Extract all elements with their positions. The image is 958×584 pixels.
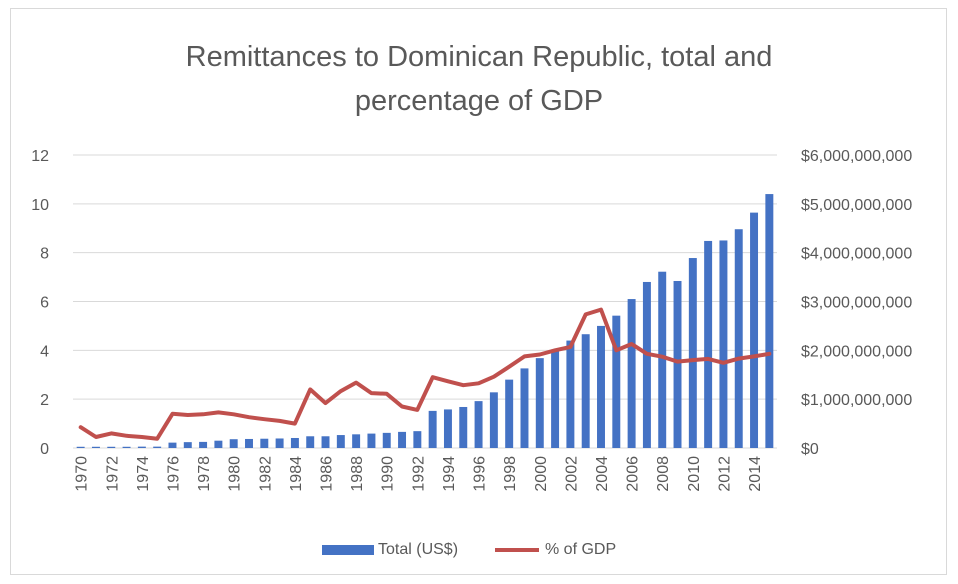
legend-item-gdp: % of GDP <box>495 538 616 562</box>
bar <box>229 439 238 448</box>
x-tick-label: 2010 <box>686 456 703 492</box>
bar <box>428 410 437 448</box>
bar <box>551 351 560 448</box>
y-right-tick-label: $3,000,000,000 <box>801 295 912 312</box>
legend-swatch-gdp <box>495 548 539 552</box>
bar <box>581 334 590 448</box>
x-tick-label: 1998 <box>502 456 519 492</box>
chart-title-line-1: Remittances to Dominican Republic, total… <box>185 41 773 73</box>
bar <box>183 442 192 448</box>
bar <box>704 240 713 448</box>
chart-legend: Total (US$) % of GDP <box>0 538 958 562</box>
bar <box>367 433 376 448</box>
bar <box>474 401 483 448</box>
x-tick-label: 2008 <box>655 456 672 492</box>
bar <box>765 194 774 448</box>
bar <box>137 446 146 448</box>
y-right-tick-label: $0 <box>801 441 819 458</box>
legend-item-total: Total (US$) <box>322 538 458 562</box>
bar <box>321 436 330 448</box>
series-line-gdp <box>78 307 772 441</box>
x-tick-label: 1986 <box>319 456 336 492</box>
bar <box>459 406 468 448</box>
x-tick-label: 2004 <box>594 456 611 492</box>
bar <box>734 229 743 448</box>
x-tick-label: 2000 <box>533 456 550 492</box>
y-left-tick-label: 12 <box>31 148 49 165</box>
bar <box>535 358 544 448</box>
bar <box>520 368 529 448</box>
chart-frame <box>10 8 947 575</box>
y-left-tick-label: 6 <box>40 295 49 312</box>
bar <box>76 446 85 448</box>
x-tick-label: 2012 <box>716 456 733 492</box>
x-tick-label: 1976 <box>165 456 182 492</box>
y-left-tick-label: 8 <box>40 246 49 263</box>
bar <box>107 446 116 448</box>
legend-label-total: Total (US$) <box>378 541 459 558</box>
x-tick-label: 1988 <box>349 456 366 492</box>
bar <box>719 240 728 448</box>
bar <box>505 379 514 448</box>
bar <box>290 437 299 448</box>
bar <box>398 431 407 448</box>
x-tick-label: 1980 <box>227 456 244 492</box>
y-left-tick-label: 0 <box>40 441 49 458</box>
bar <box>597 325 605 448</box>
bar <box>612 315 621 448</box>
bar <box>168 442 177 448</box>
x-tick-label: 1994 <box>441 456 458 492</box>
x-tick-label: 1984 <box>288 456 305 492</box>
y-right-tick-label: $2,000,000,000 <box>801 343 912 360</box>
bar <box>199 441 208 448</box>
bar <box>122 446 131 448</box>
y-right-tick-label: $6,000,000,000 <box>801 148 912 165</box>
bar <box>627 299 636 448</box>
bar <box>91 446 100 448</box>
legend-label-gdp: % of GDP <box>545 541 617 558</box>
bar <box>750 212 759 448</box>
legend-swatch-total <box>322 545 374 555</box>
x-tick-label: 2014 <box>747 456 764 492</box>
y-left-tick-label: 2 <box>40 392 49 409</box>
chart-title-line-2: percentage of GDP <box>354 85 604 117</box>
bar <box>336 435 345 448</box>
x-tick-label: 1982 <box>257 456 274 492</box>
bar <box>673 280 682 448</box>
bar <box>245 438 253 448</box>
x-tick-label: 1996 <box>472 456 489 492</box>
x-tick-label: 2002 <box>563 456 580 492</box>
x-tick-label: 1974 <box>135 456 152 492</box>
bar <box>382 432 391 448</box>
bar <box>566 340 575 448</box>
bar <box>642 281 651 448</box>
bar <box>489 392 498 448</box>
x-tick-label: 2006 <box>625 456 642 492</box>
bar <box>443 409 452 448</box>
y-right-tick-label: $1,000,000,000 <box>801 392 912 409</box>
y-left-tick-label: 4 <box>40 343 49 360</box>
bar <box>153 446 162 448</box>
x-tick-label: 1970 <box>74 456 91 492</box>
bar <box>260 438 269 448</box>
bar <box>214 440 223 448</box>
x-tick-label: 1992 <box>410 456 427 492</box>
y-right-tick-label: $5,000,000,000 <box>801 197 912 214</box>
x-tick-label: 1978 <box>196 456 213 492</box>
bar <box>352 434 361 448</box>
y-left-tick-label: 10 <box>31 197 49 214</box>
y-right-tick-label: $4,000,000,000 <box>801 246 912 263</box>
bar <box>306 436 315 448</box>
bar <box>413 431 422 448</box>
bar <box>275 438 284 448</box>
bar <box>658 271 667 448</box>
x-tick-label: 1990 <box>380 456 397 492</box>
x-tick-label: 1972 <box>104 456 121 492</box>
bar <box>688 258 697 448</box>
